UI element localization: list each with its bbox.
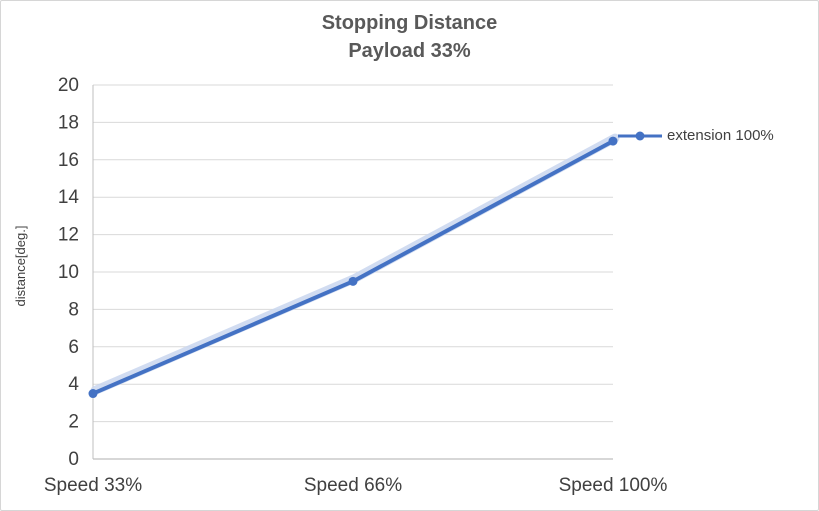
y-tick-label: 20 (58, 75, 79, 96)
y-tick-label: 16 (58, 150, 79, 171)
y-tick-label: 2 (68, 412, 79, 433)
legend: extension 100% (617, 127, 774, 144)
series-line-shadow (90, 133, 620, 396)
y-tick-label: 14 (58, 187, 80, 208)
x-category-label: Speed 33% (44, 475, 142, 496)
data-point-marker (348, 276, 358, 286)
data-point-marker (88, 389, 98, 399)
y-tick-label: 8 (68, 299, 79, 320)
y-tick-label: 18 (58, 112, 79, 133)
y-tick-label: 4 (68, 374, 79, 395)
y-tick-label: 10 (58, 262, 79, 283)
data-point-marker (608, 136, 618, 146)
x-category-label: Speed 100% (559, 475, 668, 496)
legend-line-marker-icon (618, 131, 662, 140)
y-tick-label: 6 (68, 337, 79, 358)
legend-label: extension 100% (667, 127, 774, 144)
y-tick-label: 0 (68, 449, 79, 470)
x-category-label: Speed 66% (304, 475, 402, 496)
y-tick-label: 12 (58, 225, 79, 246)
